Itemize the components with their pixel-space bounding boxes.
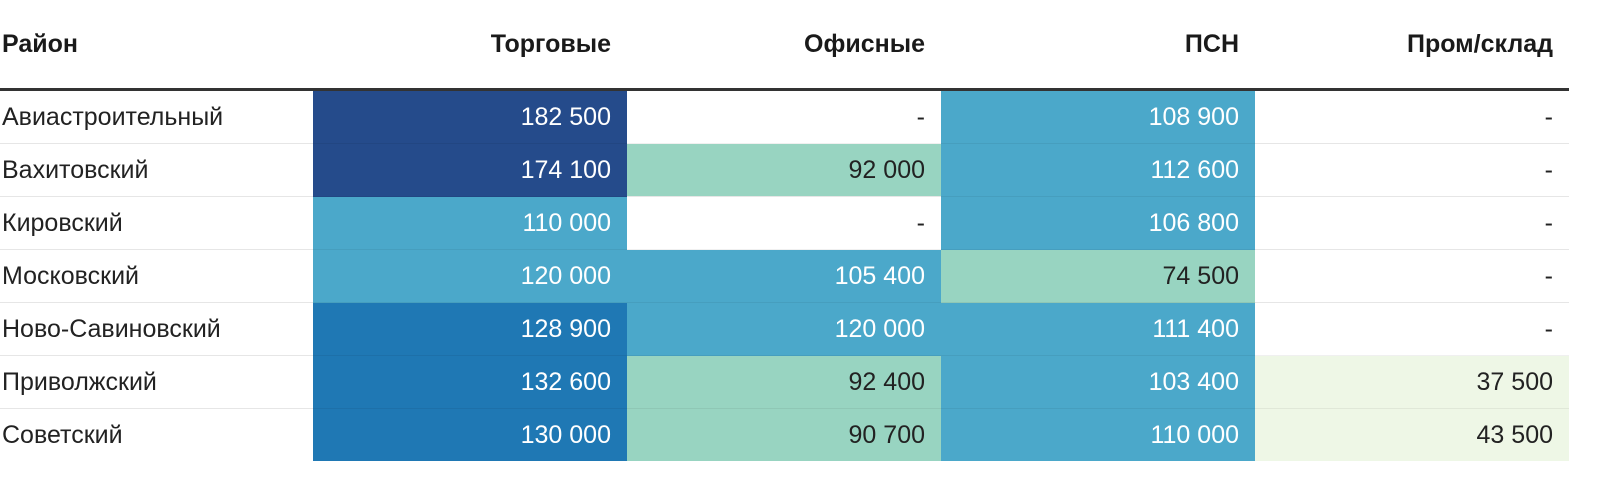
cell-industrial: 37 500: [1255, 355, 1569, 409]
table-row: Авиастроительный 182 500-108 900-: [0, 89, 1569, 144]
cell-psn: 112 600: [941, 143, 1255, 197]
header-row: Район Торговые Офисные ПСН Пром/склад: [0, 0, 1569, 91]
cell-industrial: -: [1255, 249, 1569, 303]
cell-psn: 103 400: [941, 355, 1255, 409]
price-heatmap-table: Район Торговые Офисные ПСН Пром/склад Ав…: [0, 0, 1569, 461]
cell-industrial: -: [1255, 196, 1569, 250]
district-name: Ново-Савиновский: [0, 302, 313, 356]
cell-retail: 110 000: [313, 196, 627, 250]
cell-industrial: -: [1255, 89, 1569, 144]
table-body: Авиастроительный 182 500-108 900- Вахитовс…: [0, 89, 1569, 461]
cell-office: -: [627, 89, 941, 144]
district-name: Московский: [0, 249, 313, 303]
district-name: Приволжский: [0, 355, 313, 409]
cell-psn: 74 500: [941, 249, 1255, 303]
table-row: Приволжский 132 600 92 400 103 400 37 500: [0, 355, 1569, 409]
district-name: Советский: [0, 408, 313, 461]
header-district: Район: [0, 0, 313, 91]
table-row: Вахитовский 174 100 92 000 112 600-: [0, 143, 1569, 197]
table-row: Советский 130 000 90 700 110 000 43 500: [0, 408, 1569, 461]
cell-retail: 128 900: [313, 302, 627, 356]
district-name: Вахитовский: [0, 143, 313, 197]
district-name: Авиастроительный: [0, 89, 313, 144]
cell-office: 92 000: [627, 143, 941, 197]
cell-industrial: 43 500: [1255, 408, 1569, 461]
cell-office: 92 400: [627, 355, 941, 409]
cell-retail: 132 600: [313, 355, 627, 409]
cell-office: 120 000: [627, 302, 941, 356]
cell-psn: 110 000: [941, 408, 1255, 461]
header-industrial: Пром/склад: [1255, 0, 1569, 91]
cell-office: 105 400: [627, 249, 941, 303]
header-office: Офисные: [627, 0, 941, 91]
cell-retail: 130 000: [313, 408, 627, 461]
cell-psn: 111 400: [941, 302, 1255, 356]
cell-retail: 120 000: [313, 249, 627, 303]
table-row: Кировский 110 000-106 800-: [0, 196, 1569, 250]
cell-office: -: [627, 196, 941, 250]
cell-psn: 108 900: [941, 89, 1255, 144]
cell-psn: 106 800: [941, 196, 1255, 250]
header-retail: Торговые: [313, 0, 627, 91]
table-row: Ново-Савиновский 128 900 120 000 111 400-: [0, 302, 1569, 356]
cell-retail: 174 100: [313, 143, 627, 197]
header-psn: ПСН: [941, 0, 1255, 91]
table-row: Московский 120 000 105 400 74 500-: [0, 249, 1569, 303]
cell-retail: 182 500: [313, 89, 627, 144]
district-name: Кировский: [0, 196, 313, 250]
cell-office: 90 700: [627, 408, 941, 461]
cell-industrial: -: [1255, 302, 1569, 356]
cell-industrial: -: [1255, 143, 1569, 197]
